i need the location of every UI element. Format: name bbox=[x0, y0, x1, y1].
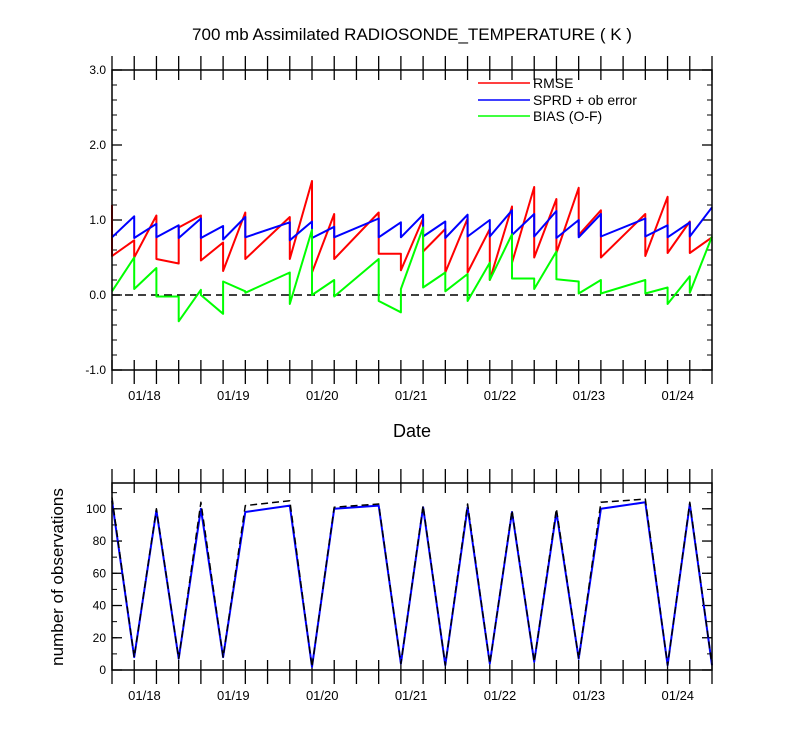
legend-sprd-label: SPRD + ob error bbox=[533, 92, 637, 108]
top-chart: -1.00.01.02.03.0 01/18 01/19 01/20 01/21 01/… bbox=[85, 56, 713, 441]
top-series-lines bbox=[111, 180, 713, 323]
top-y-tick-label: 1.0 bbox=[89, 213, 106, 227]
top-x-tick-label: 01/20 bbox=[306, 388, 339, 403]
bottom-y-tick-label: 60 bbox=[93, 566, 107, 580]
bottom-x-tick-label: 01/22 bbox=[484, 688, 517, 703]
bottom-y-axis: 0 20 40 60 80 100 bbox=[86, 492, 712, 677]
top-x-tick-label: 01/21 bbox=[395, 388, 428, 403]
bottom-x-tick-label: 01/24 bbox=[662, 688, 695, 703]
bottom-y-tick-label: 0 bbox=[99, 663, 106, 677]
top-x-tick-label: 01/23 bbox=[573, 388, 606, 403]
legend-bias-label: BIAS (O-F) bbox=[533, 108, 602, 124]
top-x-axis: 01/18 01/19 01/20 01/21 01/22 01/23 01/24 bbox=[111, 56, 713, 403]
top-y-tick-label: 3.0 bbox=[89, 63, 106, 77]
top-x-tick-label: 01/19 bbox=[217, 388, 250, 403]
bottom-y-tick-label: 80 bbox=[93, 534, 107, 548]
bottom-y-tick-label: 100 bbox=[86, 502, 106, 516]
bottom-series-2-line bbox=[111, 497, 713, 668]
top-bias-o-f-line bbox=[111, 226, 713, 323]
bottom-x-tick-label: 01/23 bbox=[573, 688, 606, 703]
legend: RMSE SPRD + ob error BIAS (O-F) bbox=[478, 75, 637, 124]
bottom-y-tick-label: 20 bbox=[93, 631, 107, 645]
bottom-x-tick-label: 01/20 bbox=[306, 688, 339, 703]
bottom-x-tick-label: 01/19 bbox=[217, 688, 250, 703]
top-plot-frame bbox=[111, 69, 713, 371]
bottom-y-axis-label: number of observations bbox=[48, 488, 67, 666]
bottom-plot-frame bbox=[111, 482, 713, 671]
top-rmse-line bbox=[111, 180, 713, 281]
bottom-y-tick-label: 40 bbox=[93, 599, 107, 613]
top-y-tick-label: 2.0 bbox=[89, 138, 106, 152]
top-x-tick-label: 01/22 bbox=[484, 388, 517, 403]
legend-rmse-label: RMSE bbox=[533, 75, 573, 91]
top-y-axis: -1.0 0.0 1.0 2.0 3.0 bbox=[85, 63, 712, 377]
top-y-tick-label: 0.0 bbox=[89, 288, 106, 302]
bottom-x-tick-label: 01/18 bbox=[128, 688, 161, 703]
top-chart-title: 700 mb Assimilated RADIOSONDE_TEMPERATUR… bbox=[192, 25, 632, 44]
top-x-tick-label: 01/18 bbox=[128, 388, 161, 403]
top-sprd-ob-error-line bbox=[111, 206, 713, 242]
bottom-x-axis: 01/18 01/19 01/20 01/21 01/22 01/23 01/24 bbox=[111, 469, 713, 703]
bottom-series-lines bbox=[111, 497, 713, 668]
top-y-tick-label: -1.0 bbox=[85, 363, 106, 377]
top-x-axis-label: Date bbox=[393, 421, 431, 441]
top-x-tick-label: 01/24 bbox=[662, 388, 695, 403]
bottom-x-tick-label: 01/21 bbox=[395, 688, 428, 703]
